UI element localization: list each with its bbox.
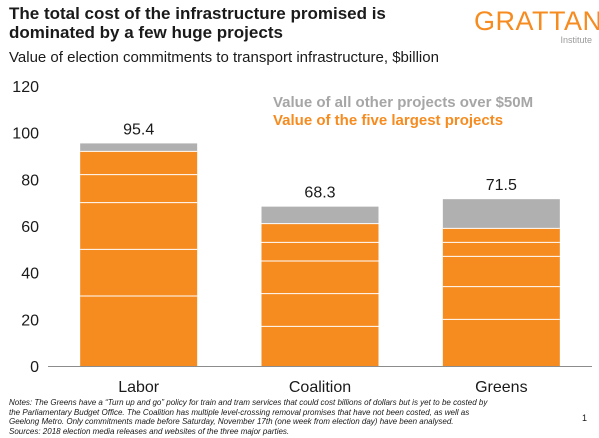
x-label-greens: Greens <box>475 379 527 396</box>
logo-wordmark: GRATTAN <box>474 6 599 36</box>
sources-line: Sources: 2018 election media releases an… <box>9 426 290 436</box>
total-labels: 95.4 68.3 71.5 <box>123 121 517 201</box>
bars <box>80 143 560 366</box>
x-axis-labels: Labor Coalition Greens <box>118 379 527 396</box>
bar-five-largest <box>261 223 379 366</box>
bar-five-largest <box>80 151 198 366</box>
bar-five-largest <box>442 228 560 366</box>
total-label-greens: 71.5 <box>486 177 517 194</box>
bar-other-projects <box>442 199 560 229</box>
y-tick-label: 0 <box>30 359 39 376</box>
chart-title: The total cost of the infrastructure pro… <box>9 4 386 42</box>
stacked-bar-chart: 0 20 40 60 80 100 120 95.4 68.3 71.5 Labor Coalit… <box>12 79 592 396</box>
notes: Notes: The Greens have a “Turn up and go… <box>9 398 574 436</box>
bar-other-projects <box>261 206 379 224</box>
y-tick-label: 20 <box>21 312 39 329</box>
bar-other-projects <box>80 143 198 152</box>
notes-line-2: the Parliamentary Budget Office. The Coa… <box>9 407 470 417</box>
page-number: 1 <box>581 413 587 423</box>
chart-subtitle: Value of election commitments to transpo… <box>9 49 439 66</box>
bar-group-labor <box>80 143 198 366</box>
y-tick-label: 40 <box>21 266 39 283</box>
total-label-labor: 95.4 <box>123 121 154 138</box>
notes-line-3: Geelong Metro. Only commitments made bef… <box>9 417 454 426</box>
notes-line-1: Notes: The Greens have a “Turn up and go… <box>9 398 488 407</box>
legend: Value of all other projects over $50MVal… <box>273 94 533 129</box>
y-tick-label: 60 <box>21 219 39 236</box>
logo-subtext: Institute <box>560 35 592 45</box>
total-label-coalition: 68.3 <box>304 185 335 202</box>
x-label-coalition: Coalition <box>289 379 351 396</box>
legend-other-projects: Value of all other projects over $50M <box>273 94 533 111</box>
y-tick-label: 80 <box>21 172 39 189</box>
legend-five-largest: Value of the five largest projects <box>273 112 503 129</box>
x-label-labor: Labor <box>118 379 160 396</box>
y-tick-label: 120 <box>12 79 39 96</box>
bar-group-coalition <box>261 206 379 366</box>
y-axis-ticks: 0 20 40 60 80 100 120 <box>12 79 39 376</box>
grattan-logo: GRATTAN Institute <box>474 6 599 46</box>
bar-group-greens <box>442 199 560 366</box>
y-tick-label: 100 <box>12 126 39 143</box>
